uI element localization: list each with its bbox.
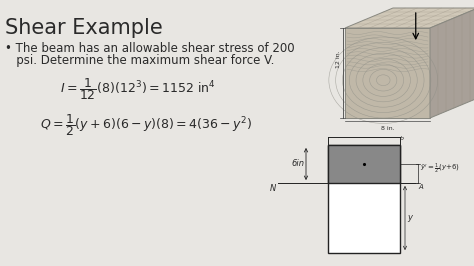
Text: $I = \dfrac{1}{12}(8)(12^3) = 1152\ \mathrm{in}^4$: $I = \dfrac{1}{12}(8)(12^3) = 1152\ \mat…: [60, 76, 216, 102]
Text: Shear Example: Shear Example: [5, 18, 163, 38]
Bar: [328, 145, 400, 183]
Text: y: y: [407, 214, 412, 222]
Text: 12 in.: 12 in.: [336, 51, 341, 68]
Text: $\bar{y}'=\frac{1}{2}(y{+}6)$: $\bar{y}'=\frac{1}{2}(y{+}6)$: [420, 161, 460, 176]
Text: b: b: [400, 136, 404, 141]
Text: • The beam has an allowable shear stress of 200: • The beam has an allowable shear stress…: [5, 42, 295, 55]
Polygon shape: [345, 28, 430, 118]
Text: 6in: 6in: [291, 160, 304, 168]
Text: N: N: [270, 184, 276, 193]
Polygon shape: [345, 8, 474, 28]
Text: psi. Determine the maximum shear force V.: psi. Determine the maximum shear force V…: [5, 54, 274, 67]
Bar: [328, 145, 400, 253]
Text: A: A: [418, 184, 423, 190]
Text: 8 in.: 8 in.: [381, 126, 394, 131]
Text: $Q = \dfrac{1}{2}(y+6)(6-y)(8) = 4(36-y^2)$: $Q = \dfrac{1}{2}(y+6)(6-y)(8) = 4(36-y^…: [40, 112, 253, 138]
Polygon shape: [430, 8, 474, 118]
